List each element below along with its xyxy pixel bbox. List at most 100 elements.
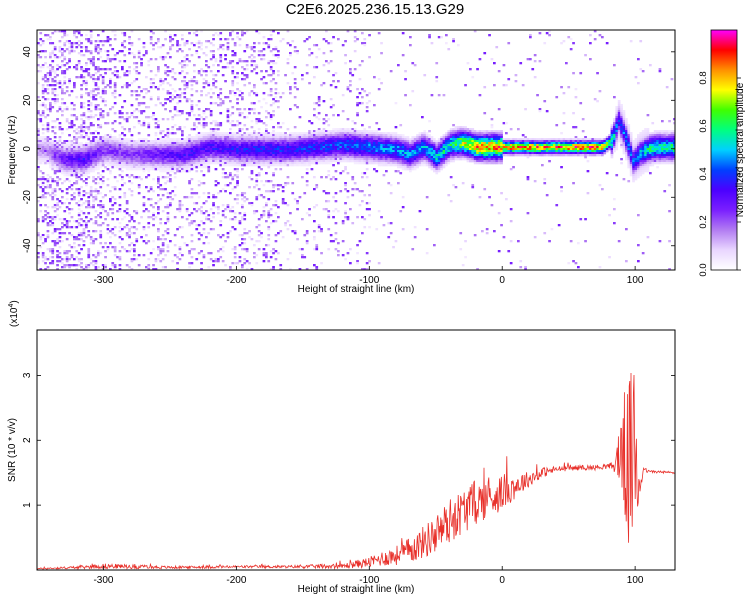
heatmap-cell [327,140,331,143]
heatmap-cell [171,168,175,171]
heatmap-cell [361,268,364,270]
heatmap-cell [65,166,69,169]
heatmap-cell [284,158,287,161]
heatmap-cell [61,152,64,155]
heatmap-cell [154,104,158,107]
heatmap-cell [236,162,239,165]
heatmap-cell [44,268,47,270]
heatmap-cell [94,168,98,171]
heatmap-cell [293,156,297,159]
heatmap-cell [317,160,321,163]
heatmap-cell [241,30,244,33]
heatmap-cell [87,104,91,107]
heatmap-cell [142,240,146,243]
heatmap-cell [116,152,119,155]
heatmap-cell [351,140,355,143]
heatmap-cell [303,40,307,43]
heatmap-cell [116,164,119,167]
heatmap-cell [85,132,88,135]
heatmap-cell [260,120,263,123]
heatmap-cell [181,158,184,161]
heatmap-cell [217,96,220,99]
heatmap-cell [365,154,369,157]
heatmap-cell [51,180,55,183]
heatmap-cell [58,144,62,147]
heatmap-cell [82,172,86,175]
heatmap-cell [229,162,232,165]
heatmap-cell [77,158,81,161]
heatmap-cell [166,162,170,165]
heatmap-cell [255,154,259,157]
heatmap-cell [219,160,223,163]
heatmap-cell [245,64,249,67]
heatmap-cell [106,58,110,61]
heatmap-cell [109,268,112,270]
heatmap-cell [313,158,316,161]
heatmap-cell [272,156,275,159]
heatmap-cell [202,202,206,205]
heatmap-cell [207,162,211,165]
heatmap-cell [58,200,62,203]
heatmap-cell [188,168,191,171]
heatmap-cell [87,256,91,259]
heatmap-cell [341,170,345,173]
heatmap-cell [104,142,107,145]
heatmap-cell [188,114,191,117]
heatmap-cell [157,140,160,143]
heatmap-cell [147,190,151,193]
heatmap-cell [49,158,52,161]
heatmap-cell [111,156,115,159]
heatmap-cell [161,164,165,167]
heatmap-cell [75,220,79,223]
heatmap-cell [49,74,52,77]
heatmap-cell [113,138,117,141]
heatmap-cell [109,140,112,143]
heatmap-cell [130,242,134,245]
heatmap-cell [130,248,134,251]
heatmap-cell [111,142,115,145]
heatmap-cell [63,172,67,175]
heatmap-cell [147,162,151,165]
heatmap-cell [267,238,271,241]
heatmap-cell [101,30,105,33]
heatmap-cell [87,148,91,151]
heatmap-cell [313,154,316,157]
heatmap-cell [113,86,117,89]
heatmap-cell [289,108,292,111]
heatmap-cell [58,158,62,161]
heatmap-cell [68,244,71,247]
heatmap-cell [327,146,331,149]
heatmap-cell [221,150,225,153]
heatmap-cell [221,156,225,159]
heatmap-cell [44,152,47,155]
heatmap-cell [257,248,261,251]
heatmap-cell [293,146,297,149]
heatmap-cell [281,186,285,189]
heatmap-cell [169,158,172,161]
heatmap-cell [315,268,319,270]
heatmap-cell [296,106,299,109]
heatmap-cell [113,92,117,95]
heatmap-cell [176,208,179,211]
heatmap-cell [94,148,98,151]
heatmap-cell [118,146,122,149]
heatmap-cell [135,156,139,159]
heatmap-cell [327,118,331,121]
heatmap-cell [219,138,223,141]
heatmap-cell [233,144,237,147]
heatmap-cell [286,162,290,165]
heatmap-cell [82,240,86,243]
heatmap-cell [231,70,235,73]
heatmap-cell [46,266,50,269]
heatmap-cell [130,142,134,145]
heatmap-cell [262,252,266,255]
heatmap-cell [80,66,83,69]
heatmap-cell [116,162,119,165]
heatmap-cell [161,160,165,163]
heatmap-cell [195,258,199,261]
heatmap-cell [281,164,285,167]
heatmap-cell [111,140,115,143]
heatmap-cell [281,138,285,141]
heatmap-cell [241,158,244,161]
heatmap-cell [229,134,232,137]
